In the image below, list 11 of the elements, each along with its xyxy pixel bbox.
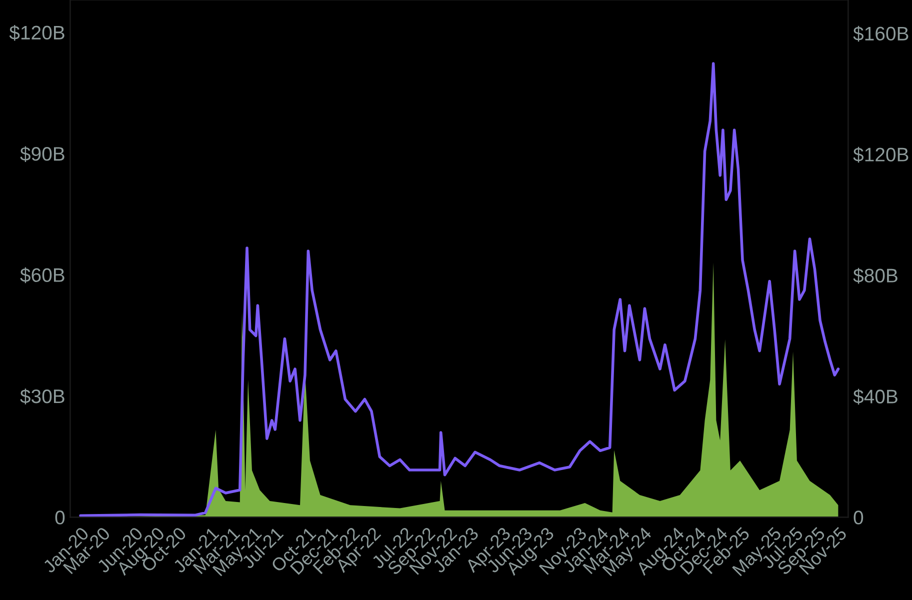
y-tick-label: $60B: [20, 267, 64, 284]
y2-tick-label: $80B: [853, 268, 898, 284]
y2-tick-label: 0: [854, 510, 864, 524]
y2-tick-label: $40B: [853, 388, 898, 405]
y-tick-label: $120B: [9, 24, 64, 41]
y-tick-label: $90B: [20, 146, 64, 162]
y-tick-label: $30B: [20, 388, 64, 404]
y2-tick-label: $120B: [853, 146, 908, 163]
y2-tick-label: $160B: [853, 26, 908, 42]
line-series: [79, 62, 840, 518]
y-tick-label: 0: [55, 510, 65, 524]
